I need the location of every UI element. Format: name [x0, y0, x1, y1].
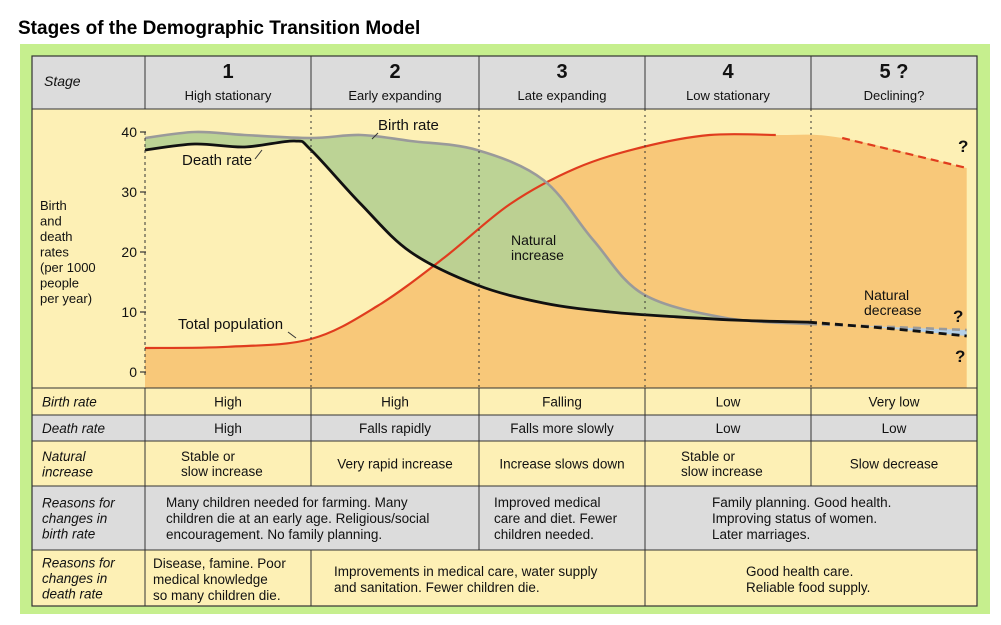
birth-reason-stage4-5: Improving status of women. — [712, 511, 877, 526]
table-cell: High — [214, 421, 242, 436]
stage-name: Late expanding — [518, 88, 607, 103]
question-mark-death: ? — [955, 347, 965, 366]
table-cell: Increase slows down — [499, 457, 624, 472]
birth-rate-annotation: Birth rate — [378, 117, 439, 134]
stage-name: Low stationary — [686, 88, 770, 103]
death-rate-projection-line — [808, 320, 967, 338]
stage-number: 4 — [722, 61, 734, 83]
birth-rate-line — [144, 130, 810, 326]
death-reason-stage1: Disease, famine. Poor — [153, 556, 286, 571]
stage-header-label: Stage — [44, 73, 81, 89]
death-rate-line — [144, 139, 810, 324]
total-population-line — [144, 133, 776, 350]
stage-name: High stationary — [185, 88, 272, 103]
table-cell: High — [214, 395, 242, 410]
table-row-bg — [32, 388, 977, 415]
y-tick-label: 0 — [129, 364, 137, 380]
table-cell: Stable or — [181, 449, 236, 464]
stage-number: 2 — [389, 61, 400, 83]
question-mark-birth: ? — [953, 307, 963, 326]
stage-name: Early expanding — [348, 88, 441, 103]
table-row-bg — [32, 441, 977, 486]
total-population-annotation: Total population — [178, 316, 283, 333]
y-tick-label: 20 — [121, 244, 137, 260]
row-header: Reasons for — [42, 556, 115, 571]
row-header: changes in — [42, 571, 107, 586]
row-header: increase — [42, 464, 93, 479]
page-title: Stages of the Demographic Transition Mod… — [18, 18, 421, 39]
birth-reason-stage3: care and diet. Fewer — [494, 511, 618, 526]
y-axis-label: people — [40, 276, 79, 291]
row-header: Reasons for — [42, 496, 115, 511]
table-row-bg — [32, 550, 977, 606]
y-axis-label: (per 1000 — [40, 260, 96, 275]
row-header: changes in — [42, 511, 107, 526]
death-reason-stage2-3: Improvements in medical care, water supp… — [334, 564, 598, 579]
stage-number: 1 — [222, 61, 233, 83]
birth-reason-stage3: Improved medical — [494, 495, 601, 510]
natural-decrease-annotation: decrease — [864, 302, 922, 318]
table-cell: Low — [716, 395, 741, 410]
table-cell: Low — [716, 421, 741, 436]
y-axis-label: rates — [40, 245, 69, 260]
natural-increase-area — [145, 131, 809, 324]
birth-reason-stage4-5: Later marriages. — [712, 527, 810, 542]
birth-rate-leader — [371, 132, 379, 140]
y-axis-label: Birth — [40, 198, 67, 213]
death-reason-stage1: medical knowledge — [153, 572, 268, 587]
table-row-bg — [32, 415, 977, 441]
table-cell: High — [381, 395, 409, 410]
chart-layer — [144, 130, 967, 388]
table-cell: Low — [882, 421, 907, 436]
table-cell: Very low — [868, 395, 919, 410]
row-header: Death rate — [42, 421, 105, 436]
natural-decrease-annotation: Natural — [864, 287, 909, 303]
table-cell: Very rapid increase — [337, 457, 453, 472]
table-cell: slow increase — [681, 464, 763, 479]
birth-reason-stage1-2: Many children needed for farming. Many — [166, 495, 408, 510]
row-header: birth rate — [42, 527, 95, 542]
natural-increase-annotation: Natural — [511, 232, 556, 248]
row-header: death rate — [42, 587, 103, 602]
table-cell: Falls more slowly — [510, 421, 614, 436]
death-reason-stage1: so many children die. — [153, 588, 281, 603]
question-mark-population: ? — [958, 137, 968, 156]
y-axis-label: and — [40, 214, 62, 229]
y-tick-label: 30 — [121, 184, 137, 200]
stage-number: 3 — [556, 61, 567, 83]
table-grid — [31, 55, 978, 607]
table-cell: slow increase — [181, 464, 263, 479]
text-layer: Stage 1 High stationary 2 Early expanding 3 La… — [40, 61, 968, 603]
y-tick-label: 40 — [121, 124, 137, 140]
stage-number: 5 ? — [880, 61, 909, 83]
death-reason-stage2-3: and sanitation. Fewer children die. — [334, 580, 540, 595]
total-population-leader — [287, 331, 297, 339]
table-cell: Falling — [542, 395, 582, 410]
natural-increase-annotation: increase — [511, 247, 564, 263]
total-population-projection-line — [841, 136, 967, 170]
death-rate-leader — [254, 149, 263, 160]
row-header: Natural — [42, 449, 87, 464]
death-reason-stage4-5: Good health care. — [746, 564, 853, 579]
birth-reason-stage3: children needed. — [494, 527, 594, 542]
death-reason-stage4-5: Reliable food supply. — [746, 580, 870, 595]
table-cell: Falls rapidly — [359, 421, 431, 436]
row-header: Birth rate — [42, 395, 97, 410]
table-cell: Slow decrease — [850, 457, 939, 472]
y-axis-label: per year) — [40, 291, 92, 306]
table-border — [31, 55, 978, 607]
y-tick-label: 10 — [121, 304, 137, 320]
birth-reason-stage1-2: encouragement. No family planning. — [166, 527, 382, 542]
birth-reason-stage4-5: Family planning. Good health. — [712, 495, 891, 510]
header-row-bg — [32, 56, 977, 109]
death-rate-annotation: Death rate — [182, 152, 252, 169]
stage-name: Declining? — [864, 88, 925, 103]
table-row-bg — [32, 486, 977, 550]
table-cell: Stable or — [681, 449, 736, 464]
y-axis-label: death — [40, 229, 73, 244]
birth-reason-stage1-2: children die at an early age. Religious/… — [166, 511, 429, 526]
